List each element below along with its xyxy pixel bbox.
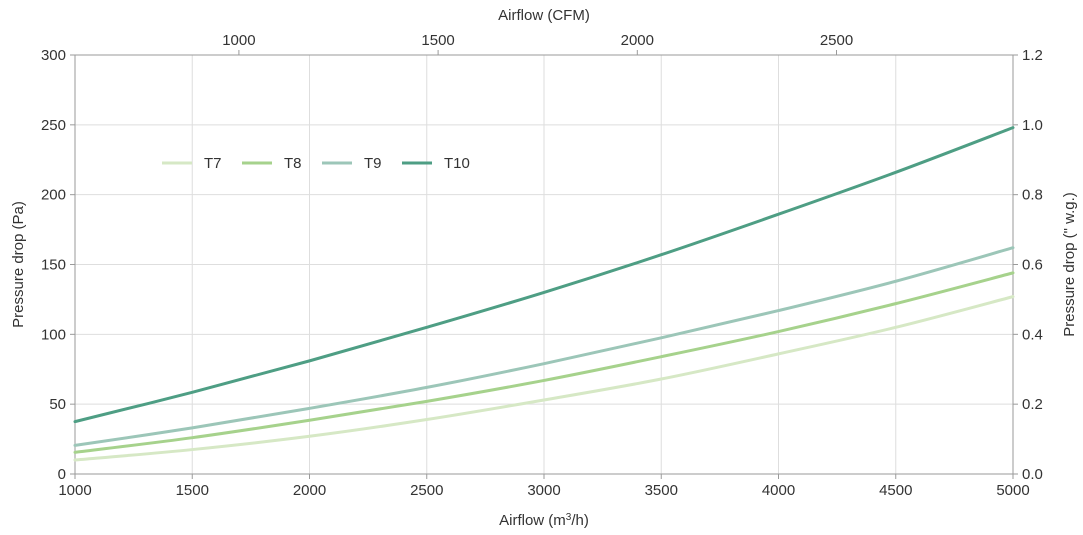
legend: T7 T8 T9 T10 (162, 155, 470, 172)
y2-tick-label: 0.6 (1022, 257, 1043, 274)
grid-lines (74, 54, 1014, 475)
x-tick-label: 4000 (762, 482, 795, 499)
x-tick-label: 4500 (879, 482, 912, 499)
y2-tick-label: 1.0 (1022, 117, 1043, 134)
legend-item-t9: T9 (322, 155, 382, 172)
x-tick-label: 3500 (645, 482, 678, 499)
x-tick-label: 1500 (176, 482, 209, 499)
x2-tick-label: 2500 (820, 32, 853, 49)
y-tick-label: 0 (58, 466, 66, 483)
y2-tick-label: 0.8 (1022, 187, 1043, 204)
series-line-t9 (73, 246, 1015, 447)
legend-label: T7 (204, 155, 222, 172)
y-axis-title: Pressure drop (Pa) (10, 201, 27, 328)
y-tick-label: 200 (41, 187, 66, 204)
legend-item-t10: T10 (402, 155, 470, 172)
y-tick-label: 300 (41, 47, 66, 64)
series-lines (73, 126, 1015, 462)
legend-label: T8 (284, 155, 302, 172)
x-tick-label: 3000 (527, 482, 560, 499)
y-tick-label: 100 (41, 326, 66, 343)
y2-tick-label: 0.0 (1022, 466, 1043, 483)
x2-tick-label: 1000 (222, 32, 255, 49)
y2-tick-label: 0.4 (1022, 326, 1043, 343)
legend-label: T9 (364, 155, 382, 172)
x2-axis-title: Airflow (CFM) (498, 7, 590, 24)
legend-label: T10 (444, 155, 470, 172)
x2-tick-label: 2000 (621, 32, 654, 49)
x-tick-label: 1000 (58, 482, 91, 499)
y-tick-label: 250 (41, 117, 66, 134)
x2-tick-label: 1500 (421, 32, 454, 49)
axes: 1000 1500 2000 2500 3000 3500 4000 4500 50001000… (41, 32, 1043, 499)
series-line-t8 (73, 271, 1015, 454)
series-line-t7 (73, 295, 1015, 462)
x-axis-title: Airflow (m3/h) (499, 512, 589, 530)
y2-axis-title: Pressure drop (" w.g.) (1061, 192, 1078, 337)
x-tick-label: 5000 (996, 482, 1029, 499)
legend-item-t8: T8 (242, 155, 302, 172)
legend-item-t7: T7 (162, 155, 222, 172)
y2-tick-label: 1.2 (1022, 47, 1043, 64)
series-line-t10 (73, 126, 1015, 424)
y-tick-label: 150 (41, 257, 66, 274)
y2-tick-label: 0.2 (1022, 396, 1043, 413)
x-tick-label: 2500 (410, 482, 443, 499)
y-tick-label: 50 (49, 396, 66, 413)
x-tick-label: 2000 (293, 482, 326, 499)
